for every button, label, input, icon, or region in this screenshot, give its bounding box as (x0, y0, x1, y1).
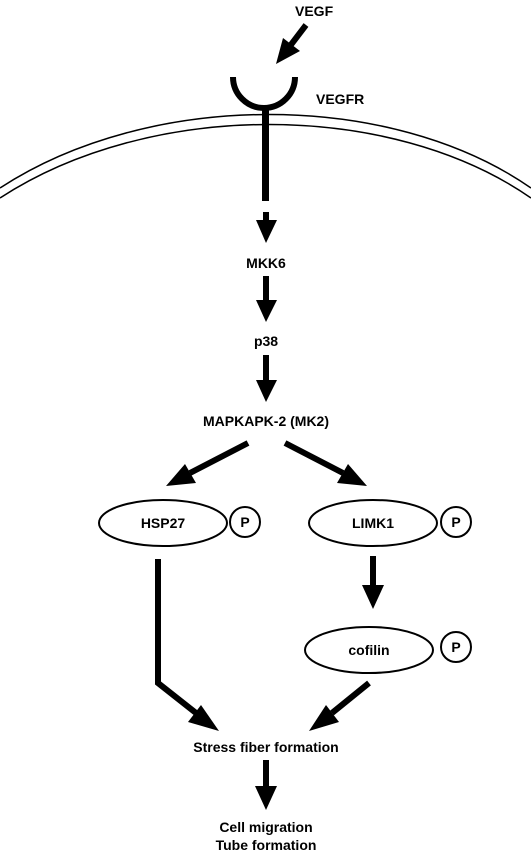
hsp27-node: HSP27 (98, 499, 228, 547)
arrow-stress-fiber-to-outcomes (255, 760, 277, 810)
outcome-tube-formation-label: Tube formation (216, 837, 317, 853)
arrow-mk2-to-hsp27 (166, 440, 250, 486)
arrow-mkk6-to-p38 (256, 276, 277, 322)
hsp27-phospho-badge: P (229, 506, 261, 538)
arrow-limk1-to-cofilin (362, 556, 384, 609)
cofilin-label: cofilin (348, 642, 389, 658)
vegfr-transmembrane-stalk (262, 108, 269, 201)
arrow-p38-to-mk2 (256, 355, 277, 402)
limk1-label: LIMK1 (352, 515, 394, 531)
limk1-phospho-label: P (451, 514, 460, 530)
limk1-node: LIMK1 (308, 499, 438, 547)
arrow-hsp27-to-stress-fiber (155, 559, 219, 731)
arrow-to-mkk6 (256, 212, 277, 243)
cofilin-node: cofilin (304, 626, 434, 674)
outcome-cell-migration-label: Cell migration (219, 819, 312, 835)
arrow-cofilin-to-stress-fiber (309, 680, 371, 731)
vegfr-label: VEGFR (316, 91, 364, 107)
arrow-mk2-to-limk1 (283, 440, 367, 486)
limk1-phospho-badge: P (440, 506, 472, 538)
vegfr-receptor (230, 76, 298, 111)
hsp27-phospho-label: P (240, 514, 249, 530)
vegf-to-receptor-arrow (276, 23, 309, 64)
cofilin-phospho-label: P (451, 639, 460, 655)
hsp27-label: HSP27 (141, 515, 186, 531)
p38-label: p38 (254, 333, 278, 349)
vegf-label: VEGF (295, 3, 334, 19)
stress-fiber-label: Stress fiber formation (193, 739, 338, 755)
mkk6-label: MKK6 (246, 255, 286, 271)
mk2-label: MAPKAPK-2 (MK2) (203, 413, 329, 429)
cofilin-phospho-badge: P (440, 631, 472, 663)
